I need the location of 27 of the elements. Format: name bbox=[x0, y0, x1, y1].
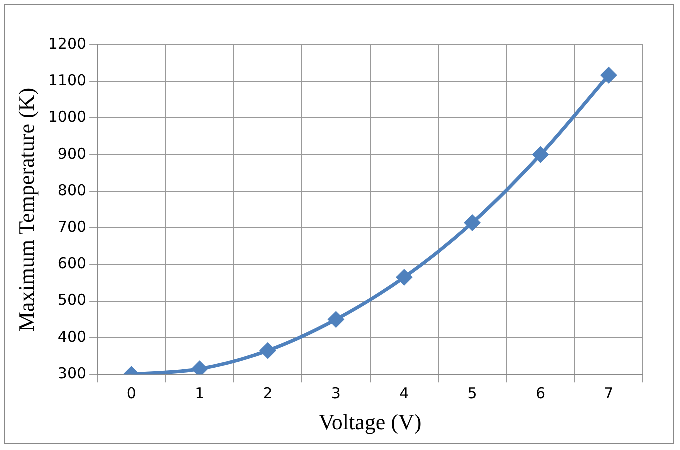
y-tick-label: 300 bbox=[58, 364, 87, 382]
y-tick-label: 1100 bbox=[48, 72, 87, 90]
point bbox=[396, 270, 412, 286]
x-axis-title: Voltage (V) bbox=[318, 410, 422, 435]
point bbox=[260, 343, 276, 359]
x-tick-label: 1 bbox=[195, 384, 205, 402]
x-tick-label: 5 bbox=[468, 384, 478, 402]
point bbox=[532, 147, 548, 163]
y-tick-label: 900 bbox=[58, 144, 87, 163]
y-tick-label: 700 bbox=[58, 218, 87, 236]
point bbox=[601, 68, 617, 84]
y-tick-label: 800 bbox=[58, 181, 87, 200]
x-tick-label: 0 bbox=[126, 384, 136, 402]
x-tick-label: 4 bbox=[400, 384, 410, 402]
y-tick-label: 600 bbox=[58, 254, 87, 273]
point bbox=[464, 215, 480, 231]
y-tick-label: 400 bbox=[58, 328, 87, 346]
y-tick-label: 1000 bbox=[48, 108, 87, 126]
x-tick-label: 3 bbox=[331, 384, 341, 402]
x-tick-label: 7 bbox=[604, 384, 614, 402]
point bbox=[192, 361, 208, 375]
x-tick-label: 2 bbox=[263, 384, 273, 402]
point bbox=[328, 312, 344, 328]
y-axis-title: Maximum Temperature (K) bbox=[14, 88, 39, 332]
x-tick-label: 6 bbox=[536, 384, 546, 402]
y-tick-label: 500 bbox=[58, 291, 87, 310]
y-tick-label: 1200 bbox=[48, 34, 87, 53]
